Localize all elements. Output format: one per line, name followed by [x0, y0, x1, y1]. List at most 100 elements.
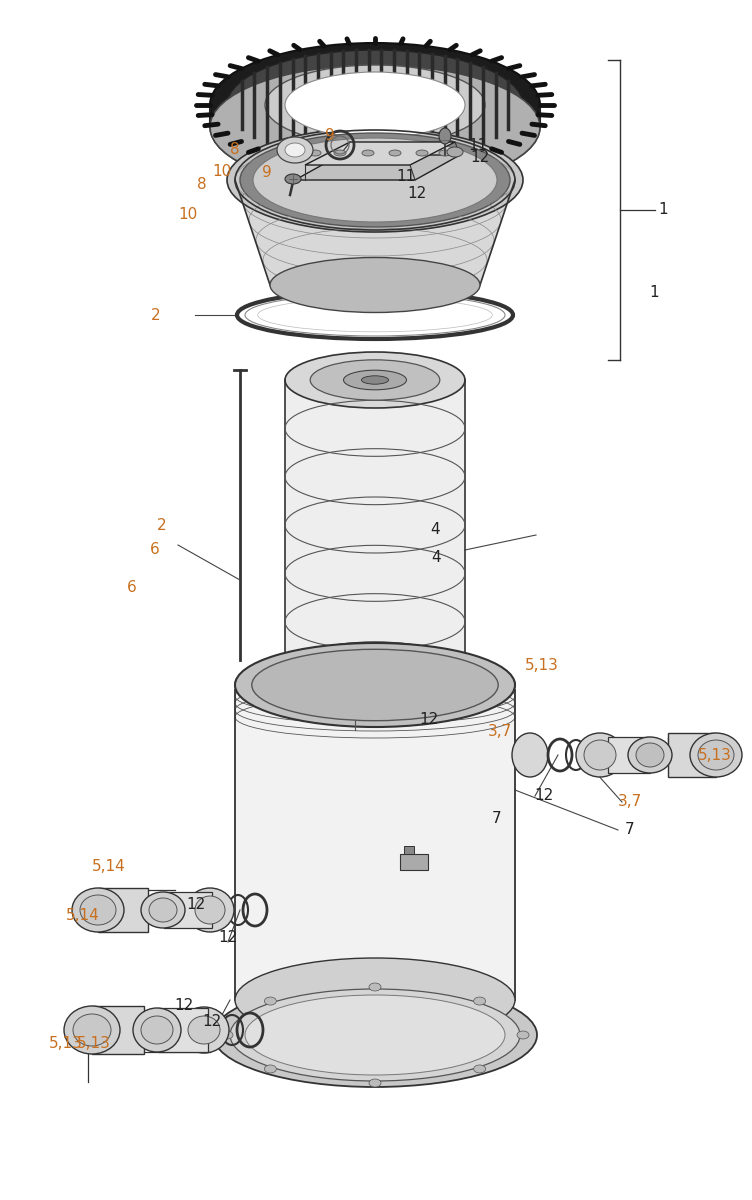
Ellipse shape: [253, 138, 497, 222]
Text: 12: 12: [535, 788, 553, 804]
Ellipse shape: [265, 997, 276, 1006]
Ellipse shape: [512, 733, 548, 778]
Text: 5,14: 5,14: [92, 859, 126, 874]
Ellipse shape: [584, 740, 616, 770]
Ellipse shape: [285, 72, 465, 138]
Bar: [400, 854, 428, 870]
Text: 5,14: 5,14: [66, 907, 100, 923]
Ellipse shape: [213, 983, 537, 1087]
Ellipse shape: [447, 146, 463, 157]
Text: 3,7: 3,7: [618, 794, 642, 810]
Ellipse shape: [439, 150, 451, 156]
Ellipse shape: [277, 137, 313, 163]
Ellipse shape: [227, 128, 523, 232]
Polygon shape: [305, 142, 455, 164]
Ellipse shape: [285, 352, 465, 408]
Ellipse shape: [64, 1006, 120, 1054]
Ellipse shape: [309, 150, 321, 156]
Text: 5,13: 5,13: [49, 1037, 83, 1051]
Text: 5,13: 5,13: [524, 659, 559, 673]
Ellipse shape: [235, 643, 515, 727]
Polygon shape: [295, 155, 460, 180]
Ellipse shape: [141, 1016, 173, 1044]
Ellipse shape: [252, 649, 498, 721]
Text: 1: 1: [650, 286, 659, 300]
Bar: [608, 737, 650, 773]
Text: 12: 12: [218, 930, 238, 946]
Ellipse shape: [265, 65, 485, 145]
Text: 10: 10: [213, 164, 232, 180]
Ellipse shape: [186, 888, 234, 932]
Bar: [158, 1008, 208, 1052]
Ellipse shape: [369, 983, 381, 991]
Ellipse shape: [141, 892, 185, 928]
Ellipse shape: [235, 958, 515, 1042]
Ellipse shape: [362, 376, 389, 384]
Ellipse shape: [416, 150, 428, 156]
Ellipse shape: [474, 997, 486, 1006]
Ellipse shape: [270, 258, 480, 312]
Ellipse shape: [149, 898, 177, 922]
Text: 8: 8: [230, 143, 240, 157]
Ellipse shape: [690, 733, 742, 778]
Ellipse shape: [310, 360, 440, 400]
Text: 3,7: 3,7: [488, 725, 512, 739]
Text: 12: 12: [470, 150, 490, 166]
Ellipse shape: [389, 150, 401, 156]
Ellipse shape: [188, 1016, 220, 1044]
Ellipse shape: [133, 1008, 181, 1052]
Ellipse shape: [698, 740, 734, 770]
Text: 5,13: 5,13: [698, 748, 732, 762]
Text: 12: 12: [186, 898, 205, 912]
Text: 2: 2: [150, 307, 160, 323]
Text: 12: 12: [419, 713, 438, 727]
Text: 6: 6: [150, 542, 160, 558]
Ellipse shape: [227, 50, 523, 160]
Text: 9: 9: [262, 166, 271, 180]
Text: 7: 7: [625, 822, 635, 838]
Text: 5,13: 5,13: [77, 1037, 111, 1051]
Ellipse shape: [285, 143, 305, 157]
Ellipse shape: [285, 642, 465, 698]
Ellipse shape: [474, 1064, 486, 1073]
Ellipse shape: [628, 737, 672, 773]
Bar: [98, 888, 148, 932]
Bar: [164, 892, 212, 928]
Text: 11: 11: [396, 169, 416, 184]
Ellipse shape: [369, 1079, 381, 1087]
Text: 10: 10: [178, 208, 198, 222]
Ellipse shape: [362, 150, 374, 156]
Ellipse shape: [285, 174, 301, 184]
Ellipse shape: [221, 1031, 233, 1039]
Ellipse shape: [517, 1031, 529, 1039]
Ellipse shape: [439, 128, 451, 144]
Ellipse shape: [73, 1014, 111, 1046]
Text: 1: 1: [658, 203, 668, 217]
Ellipse shape: [80, 895, 116, 925]
Ellipse shape: [230, 989, 520, 1081]
Ellipse shape: [344, 370, 407, 390]
Ellipse shape: [245, 995, 505, 1075]
Bar: [404, 846, 414, 854]
Ellipse shape: [576, 733, 624, 778]
Polygon shape: [285, 380, 465, 670]
Ellipse shape: [265, 1064, 276, 1073]
Polygon shape: [235, 180, 515, 284]
Text: 11: 11: [468, 138, 487, 152]
Ellipse shape: [334, 150, 346, 156]
Text: 12: 12: [174, 998, 194, 1013]
Ellipse shape: [210, 65, 540, 188]
Bar: [92, 1006, 144, 1054]
Text: 9: 9: [325, 127, 335, 143]
Polygon shape: [235, 690, 515, 1000]
Ellipse shape: [195, 896, 225, 924]
Bar: [668, 733, 716, 778]
Text: 6: 6: [127, 581, 136, 595]
Ellipse shape: [72, 888, 124, 932]
Text: 4: 4: [430, 522, 440, 538]
Ellipse shape: [179, 1007, 229, 1054]
Text: 2: 2: [157, 518, 166, 533]
Text: 12: 12: [202, 1014, 222, 1030]
Text: 12: 12: [408, 186, 427, 200]
Ellipse shape: [636, 743, 664, 767]
